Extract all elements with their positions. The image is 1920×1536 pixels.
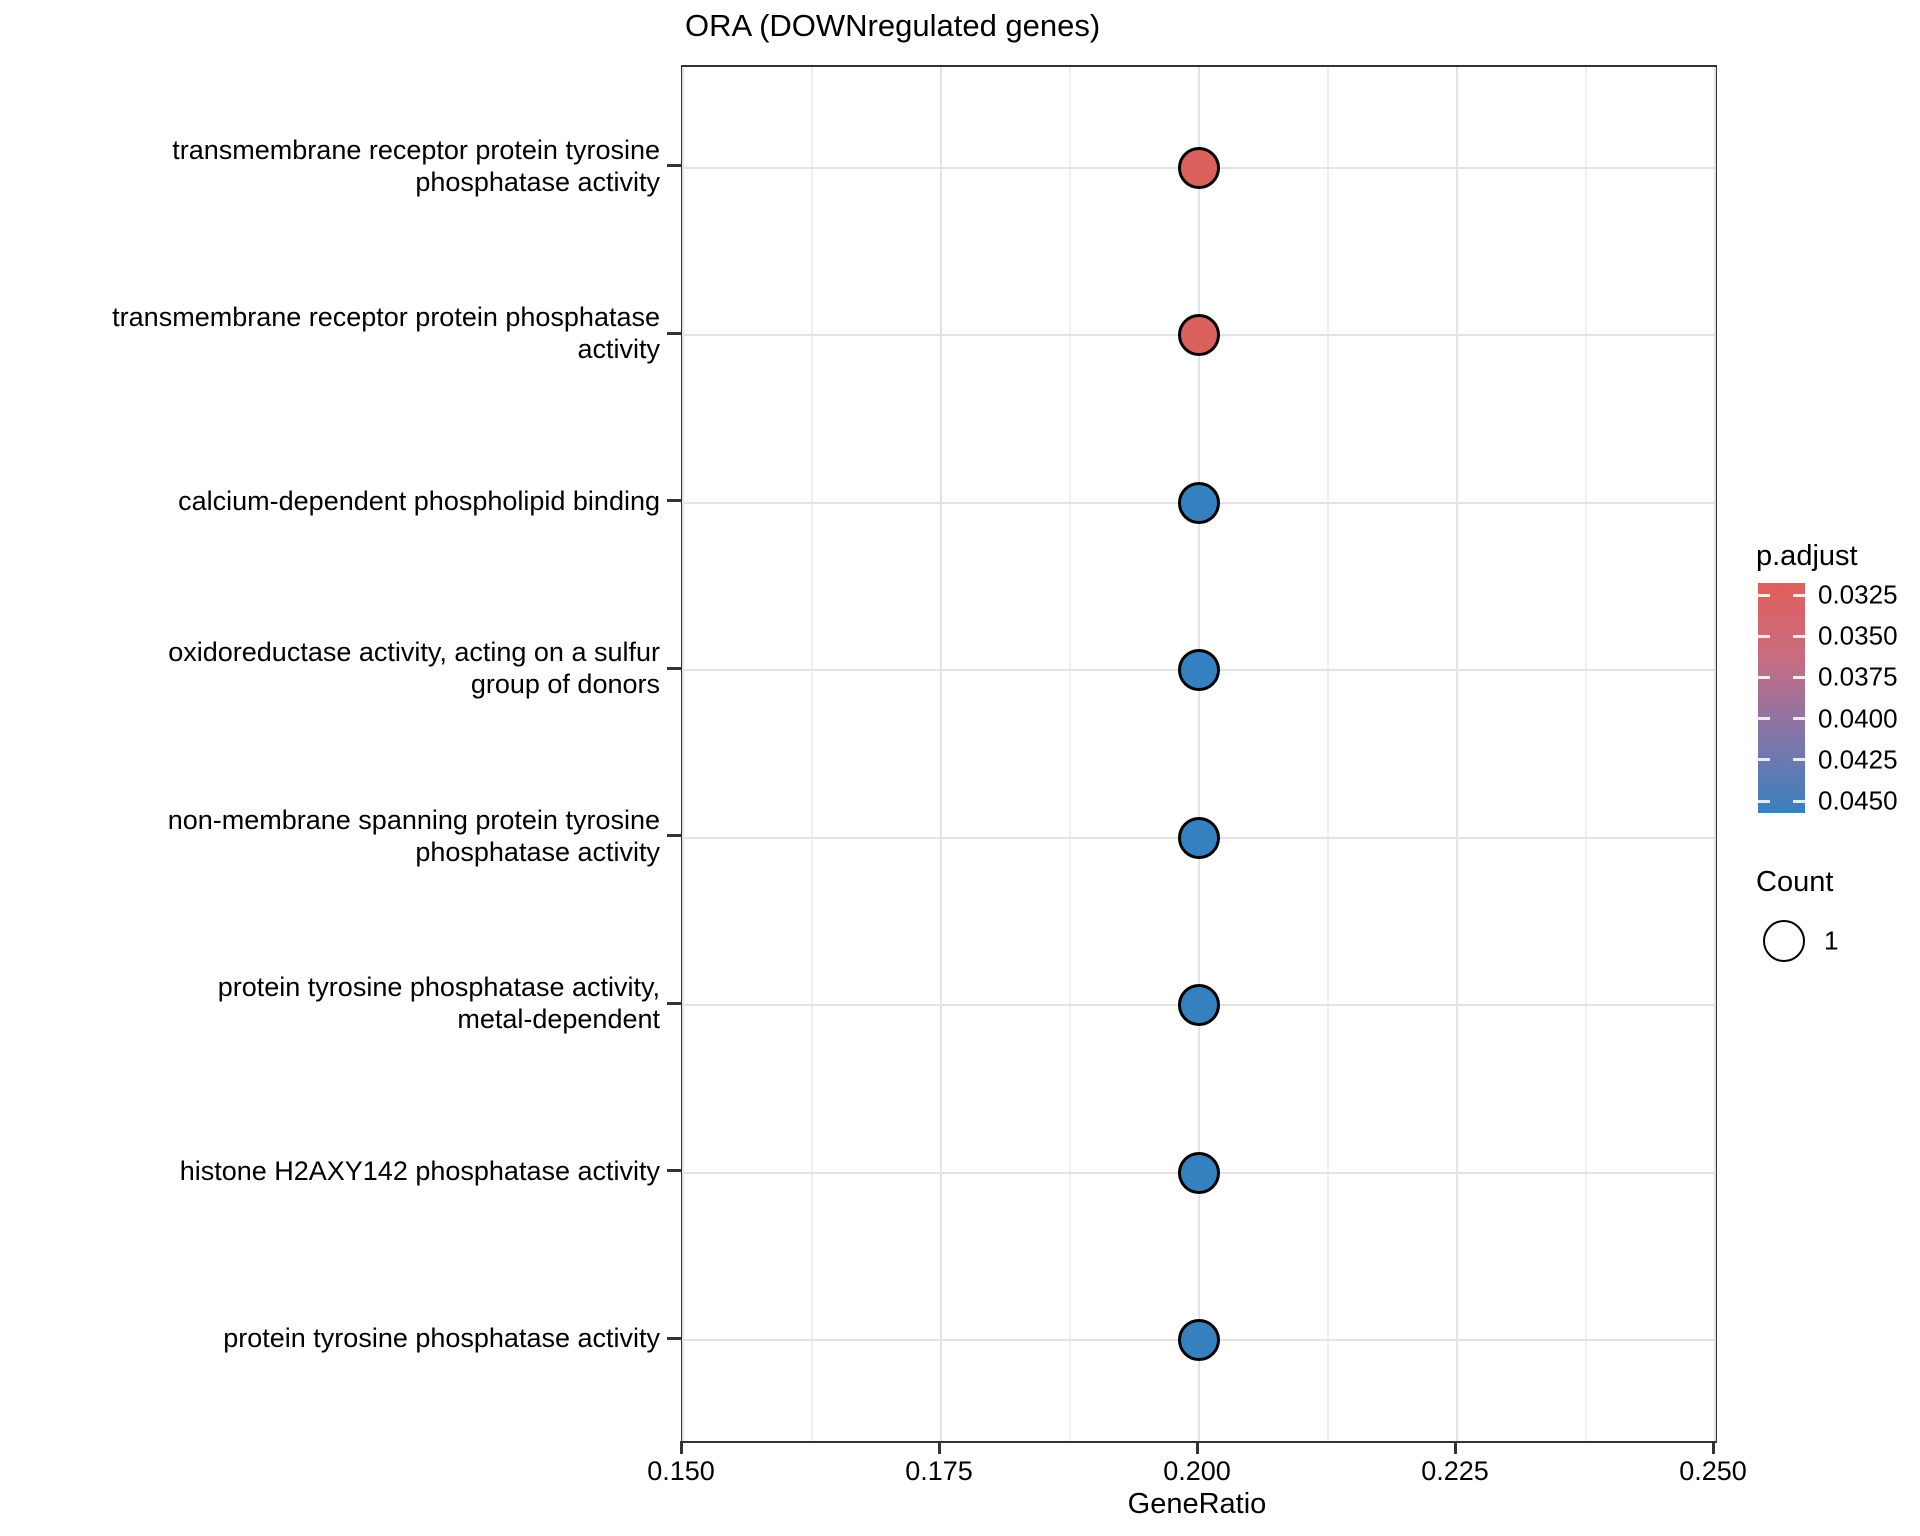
data-point-dot xyxy=(1178,816,1220,859)
y-axis-label: transmembrane receptor protein phosphata… xyxy=(112,302,660,365)
x-axis-tick xyxy=(1453,1441,1457,1454)
y-axis-label: transmembrane receptor protein tyrosine … xyxy=(172,134,660,197)
count-legend-key-circle xyxy=(1763,920,1805,962)
plot-panel xyxy=(681,65,1717,1443)
x-axis-tick-label: 0.250 xyxy=(1679,1456,1747,1486)
colorbar-tick-label: 0.0425 xyxy=(1818,744,1898,775)
x-axis-tick-label: 0.200 xyxy=(1163,1456,1231,1486)
y-axis-tick xyxy=(667,164,681,168)
x-axis-tick-label: 0.175 xyxy=(905,1456,973,1486)
colorbar-tick-left xyxy=(1758,717,1770,721)
data-point-dot xyxy=(1178,481,1220,524)
colorbar-tick-label: 0.0325 xyxy=(1818,579,1898,610)
data-point-dot xyxy=(1178,1319,1220,1362)
grid-line-vertical-major xyxy=(682,67,684,1441)
y-axis-tick xyxy=(667,499,681,503)
data-point-dot xyxy=(1178,984,1220,1027)
y-axis-tick xyxy=(667,1169,681,1173)
y-axis-tick xyxy=(667,666,681,670)
colorbar-tick-label: 0.0450 xyxy=(1818,785,1898,816)
colorbar-tick-right xyxy=(1793,758,1805,762)
colorbar-tick-left xyxy=(1758,758,1770,762)
colorbar-tick-left xyxy=(1758,593,1770,597)
grid-line-vertical-major xyxy=(1714,67,1716,1441)
data-point-dot xyxy=(1178,649,1220,692)
x-axis-title: GeneRatio xyxy=(1127,1488,1267,1520)
legend-title-p-adjust: p.adjust xyxy=(1756,540,1858,572)
x-axis-tick xyxy=(937,1441,941,1454)
colorbar-tick-left xyxy=(1758,634,1770,638)
y-axis-label: non-membrane spanning protein tyrosine p… xyxy=(167,804,660,867)
plot-title: ORA (DOWNregulated genes) xyxy=(685,8,1101,43)
grid-line-vertical-major xyxy=(940,67,942,1441)
grid-line-vertical-major xyxy=(1198,67,1200,1441)
colorbar-tick-right xyxy=(1793,717,1805,721)
colorbar-tick-right xyxy=(1793,634,1805,638)
y-axis-label: histone H2AXY142 phosphatase activity xyxy=(179,1155,660,1186)
count-legend-key-label: 1 xyxy=(1824,925,1839,956)
colorbar-tick-label: 0.0375 xyxy=(1818,661,1898,692)
x-axis-tick xyxy=(1711,1441,1715,1454)
data-point-dot xyxy=(1178,146,1220,189)
y-axis-tick xyxy=(667,1336,681,1340)
y-axis-label: protein tyrosine phosphatase activity, m… xyxy=(217,972,660,1035)
y-axis-tick xyxy=(667,1001,681,1005)
legend-title-count: Count xyxy=(1756,866,1834,898)
y-axis-label: calcium-dependent phospholipid binding xyxy=(178,485,660,516)
grid-line-vertical-minor xyxy=(1327,67,1329,1441)
y-axis-label: oxidoreductase activity, acting on a sul… xyxy=(168,637,660,700)
grid-line-vertical-minor xyxy=(1585,67,1587,1441)
x-axis-tick-label: 0.150 xyxy=(647,1456,715,1486)
colorbar-tick-label: 0.0350 xyxy=(1818,620,1898,651)
colorbar-tick-label: 0.0400 xyxy=(1818,703,1898,734)
p-adjust-colorbar xyxy=(1758,583,1805,813)
colorbar-tick-right xyxy=(1793,799,1805,803)
colorbar-tick-right xyxy=(1793,593,1805,597)
x-axis-tick xyxy=(1195,1441,1199,1454)
y-axis-tick xyxy=(667,331,681,335)
data-point-dot xyxy=(1178,314,1220,357)
grid-line-vertical-major xyxy=(1456,67,1458,1441)
y-axis-tick xyxy=(667,834,681,838)
grid-line-vertical-minor xyxy=(811,67,813,1441)
data-point-dot xyxy=(1178,1151,1220,1194)
colorbar-tick-left xyxy=(1758,799,1770,803)
colorbar-tick-right xyxy=(1793,675,1805,679)
x-axis-tick xyxy=(679,1441,683,1454)
grid-line-vertical-minor xyxy=(1069,67,1071,1441)
colorbar-tick-left xyxy=(1758,675,1770,679)
y-axis-label: protein tyrosine phosphatase activity xyxy=(223,1323,660,1354)
x-axis-tick-label: 0.225 xyxy=(1421,1456,1489,1486)
